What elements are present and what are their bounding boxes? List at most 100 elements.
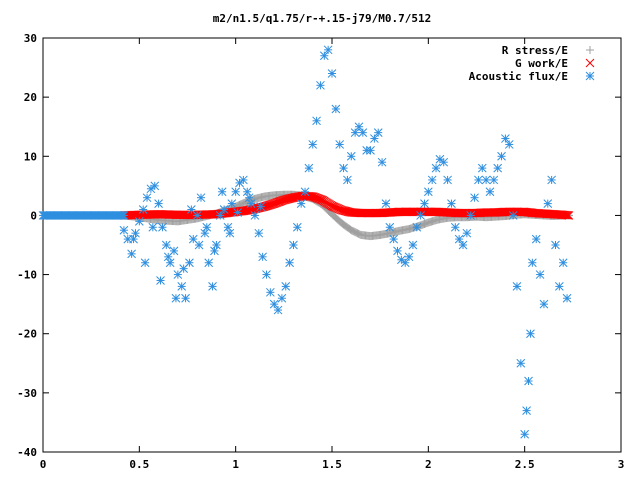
data-point xyxy=(154,199,163,208)
data-point xyxy=(264,201,273,210)
data-point xyxy=(497,151,506,161)
data-point xyxy=(524,376,533,386)
data-point xyxy=(385,222,395,232)
data-point xyxy=(493,163,503,173)
data-point xyxy=(131,228,140,238)
data-point xyxy=(127,249,136,259)
data-point xyxy=(462,228,472,238)
data-point xyxy=(339,163,348,173)
data-point xyxy=(331,104,341,114)
data-point xyxy=(501,134,510,143)
data-point xyxy=(539,299,549,309)
data-point xyxy=(171,293,181,303)
data-point xyxy=(522,406,531,415)
data-point xyxy=(138,205,148,214)
x-tick-label: 0.5 xyxy=(129,458,149,471)
y-tick-label: 10 xyxy=(24,150,37,163)
data-point xyxy=(308,140,318,149)
data-point xyxy=(231,187,241,197)
chart-title: m2/n1.5/q1.75/r-+.15-j79/M0.7/512 xyxy=(213,12,432,25)
y-tick-label: 30 xyxy=(24,32,37,45)
data-point xyxy=(528,258,537,268)
data-point xyxy=(269,299,279,309)
data-point xyxy=(254,228,264,238)
y-tick-label: -10 xyxy=(17,269,37,282)
legend-marker xyxy=(586,46,594,54)
data-point xyxy=(265,200,274,210)
data-point xyxy=(516,358,526,368)
data-point xyxy=(346,151,356,161)
data-point xyxy=(119,211,129,220)
data-point xyxy=(281,282,291,291)
data-point xyxy=(217,187,227,197)
data-point xyxy=(404,252,414,262)
data-point xyxy=(454,234,464,244)
data-point xyxy=(296,199,306,208)
data-point xyxy=(358,128,368,137)
data-point xyxy=(408,240,418,250)
y-tick-label: -30 xyxy=(17,387,37,400)
data-point xyxy=(450,222,460,232)
data-point xyxy=(564,211,574,220)
y-tick-label: 0 xyxy=(30,209,37,222)
data-point xyxy=(244,193,254,203)
data-point xyxy=(319,51,329,61)
data-point xyxy=(439,157,449,167)
data-point xyxy=(458,240,468,250)
data-point xyxy=(377,157,387,167)
data-point xyxy=(335,140,345,149)
legend-marker xyxy=(585,71,595,81)
data-point xyxy=(366,146,375,155)
series-cross xyxy=(119,191,574,220)
data-point xyxy=(215,211,225,220)
y-tick-label: -20 xyxy=(17,328,37,341)
data-point xyxy=(204,258,214,268)
axis-ticks: 0 0.5 1 1.5 2 2.5 3 -40 -30 -20 -10 0 10 20 30 xyxy=(17,32,624,471)
x-tick-label: 3 xyxy=(618,458,625,471)
data-point xyxy=(267,199,277,209)
data-point xyxy=(381,199,391,208)
data-point xyxy=(562,210,572,220)
legend-label: R stress/E xyxy=(502,44,568,57)
data-point xyxy=(277,293,287,303)
data-point xyxy=(265,287,275,297)
data-point xyxy=(354,122,364,132)
data-point xyxy=(312,116,321,126)
legend-label: Acoustic flux/E xyxy=(469,70,568,83)
data-point xyxy=(512,282,522,291)
data-point xyxy=(161,240,171,250)
series-layer xyxy=(38,45,574,439)
data-point xyxy=(393,246,402,256)
data-point xyxy=(504,140,514,149)
data-point xyxy=(200,228,210,238)
data-point xyxy=(474,175,483,185)
data-point xyxy=(134,216,144,226)
data-point xyxy=(129,234,138,244)
data-point xyxy=(400,258,410,268)
data-point xyxy=(246,199,256,208)
data-point xyxy=(289,240,298,250)
data-point xyxy=(119,225,129,235)
x-tick-label: 1.5 xyxy=(322,458,342,471)
x-tick-label: 0 xyxy=(40,458,47,471)
data-point xyxy=(350,128,360,137)
data-point xyxy=(239,175,248,185)
data-point xyxy=(233,208,242,217)
x-tick-label: 2.5 xyxy=(515,458,535,471)
data-point xyxy=(316,80,325,90)
data-point xyxy=(563,210,573,220)
series-star xyxy=(38,45,572,439)
data-point xyxy=(447,199,456,208)
data-point xyxy=(389,234,399,244)
data-point xyxy=(212,240,221,250)
data-point xyxy=(466,211,476,220)
data-point xyxy=(423,187,433,197)
data-point xyxy=(181,293,190,303)
data-point xyxy=(185,258,194,268)
data-point xyxy=(547,175,556,185)
data-point xyxy=(227,199,237,208)
data-point xyxy=(370,134,379,143)
data-point xyxy=(260,202,270,211)
